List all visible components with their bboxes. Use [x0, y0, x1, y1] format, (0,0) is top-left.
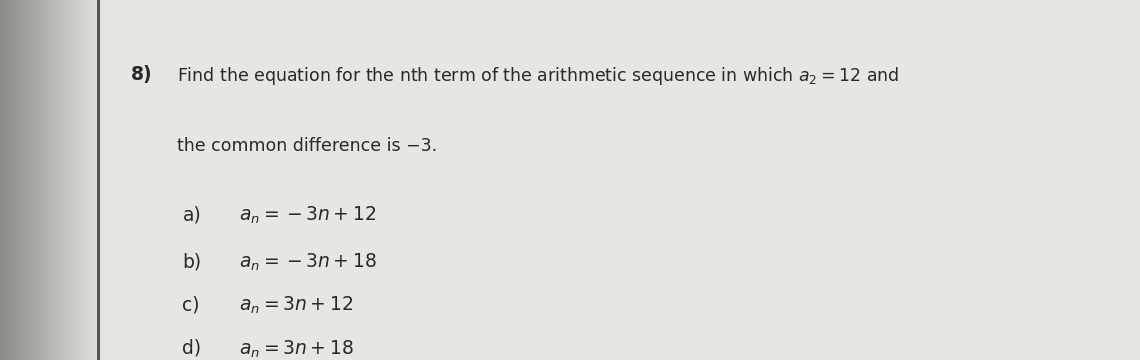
Bar — [82, 0, 86, 360]
Text: Find the equation for the nth term of the arithmetic sequence in which $a_2 = 12: Find the equation for the nth term of th… — [177, 65, 899, 87]
Bar — [75, 0, 79, 360]
Bar — [55, 0, 58, 360]
Bar — [65, 0, 68, 360]
Bar — [97, 0, 100, 360]
Text: $a_n = 3n + 12$: $a_n = 3n + 12$ — [239, 295, 353, 316]
Bar — [0, 0, 3, 360]
Text: the common difference is −3.: the common difference is −3. — [177, 137, 437, 155]
Text: b): b) — [182, 252, 202, 271]
Bar — [92, 0, 96, 360]
Text: d): d) — [182, 338, 202, 357]
Bar — [38, 0, 41, 360]
Bar — [51, 0, 55, 360]
Bar — [72, 0, 75, 360]
Bar — [10, 0, 14, 360]
Text: c): c) — [182, 295, 200, 314]
Bar — [17, 0, 21, 360]
Bar — [7, 0, 10, 360]
Bar — [79, 0, 82, 360]
Bar — [14, 0, 17, 360]
Bar — [3, 0, 7, 360]
Bar — [96, 0, 99, 360]
Bar — [34, 0, 38, 360]
Text: a): a) — [182, 205, 201, 224]
Bar — [86, 0, 89, 360]
Bar — [41, 0, 44, 360]
Bar — [68, 0, 72, 360]
Bar — [48, 0, 51, 360]
Bar — [27, 0, 31, 360]
Bar — [31, 0, 34, 360]
Bar — [58, 0, 62, 360]
Bar — [44, 0, 48, 360]
Text: $a_n = -3n + 18$: $a_n = -3n + 18$ — [239, 252, 377, 273]
Bar — [89, 0, 92, 360]
Text: 8): 8) — [131, 65, 153, 84]
Bar — [21, 0, 24, 360]
Bar — [24, 0, 27, 360]
Text: $a_n = -3n + 12$: $a_n = -3n + 12$ — [239, 205, 376, 226]
Bar — [62, 0, 65, 360]
Bar — [99, 0, 103, 360]
Text: $a_n = 3n + 18$: $a_n = 3n + 18$ — [239, 338, 355, 360]
